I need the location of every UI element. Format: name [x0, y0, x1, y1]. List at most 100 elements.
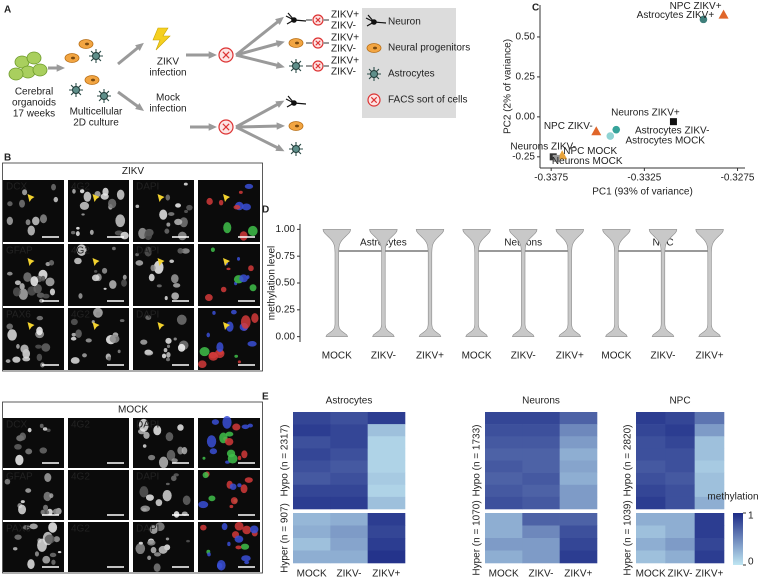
cell-blob — [207, 552, 211, 557]
stain-label: 4G2 — [71, 524, 90, 535]
stain-label: DAPI — [136, 182, 159, 193]
cell-blob — [6, 271, 13, 276]
progenitor-icon — [84, 75, 100, 85]
cell-blob — [165, 482, 170, 486]
cell-blob — [37, 538, 47, 552]
cell-blob — [109, 280, 117, 289]
panel-label: E — [262, 392, 269, 403]
y-tick-label: 0.50 — [516, 32, 536, 43]
cell-blob — [5, 359, 11, 363]
cell-blob — [148, 454, 156, 461]
arrow-head — [208, 123, 217, 131]
micrograph: DAPI — [133, 522, 194, 572]
cell-blob — [117, 349, 121, 354]
cell-blob — [198, 360, 207, 368]
x-tick-label: ZIKV- — [371, 351, 396, 362]
arrow-head — [275, 16, 284, 25]
cell-blob — [48, 522, 58, 533]
source-label: 17 weeks — [13, 109, 55, 120]
point — [606, 132, 615, 140]
cell-blob — [171, 458, 178, 463]
organoid — [8, 67, 24, 81]
cell-blob — [240, 315, 251, 329]
cell-blob — [179, 217, 188, 228]
progenitor-nucleus — [295, 124, 299, 128]
point-label: Neurons ZIKV+ — [611, 107, 680, 118]
heatmap-cell — [694, 436, 725, 449]
stain-label: DCX — [6, 420, 27, 431]
x-tick-label: ZIKV- — [650, 351, 675, 362]
heatmap-cell — [636, 472, 666, 486]
cell-blob — [135, 204, 140, 209]
heatmap-cell — [330, 412, 368, 425]
arrow-head — [275, 144, 285, 152]
cell-blob — [122, 274, 127, 280]
cell-blob — [19, 432, 27, 441]
heatmap-cell — [367, 424, 406, 437]
cell-blob — [34, 551, 39, 557]
cell-blob — [91, 274, 100, 282]
heatmap-cell — [694, 513, 725, 526]
cell-blob — [14, 443, 22, 450]
progenitor-icon — [288, 121, 304, 131]
cell-blob — [44, 473, 52, 482]
cell-blob — [43, 504, 49, 511]
organoid — [32, 63, 48, 77]
astrocyte-body — [292, 145, 300, 153]
point-label: Astrocytes ZIKV+ — [637, 10, 715, 21]
y-tick-label: 0.00 — [516, 112, 536, 123]
micrograph: DAPI — [133, 470, 194, 520]
cell-blob — [159, 209, 168, 220]
legend-label: Astrocytes — [388, 69, 435, 80]
legend-label: Neuron — [388, 17, 421, 28]
cell-blob — [239, 231, 248, 241]
violin — [369, 229, 398, 337]
column-label: MOCK — [297, 569, 327, 580]
heatmap-cell — [293, 496, 331, 510]
cell-blob — [162, 490, 172, 502]
point — [699, 15, 708, 24]
arrowhead-marker — [27, 322, 35, 330]
cell-blob — [174, 218, 183, 226]
cell-blob — [247, 341, 257, 347]
astrocyte-icon — [367, 67, 381, 81]
colorbar-tick-label: 1 — [748, 511, 754, 522]
cell-blob — [7, 329, 17, 341]
x-tick-label: MOCK — [462, 351, 492, 362]
cell-blob — [18, 504, 27, 515]
cell-blob — [19, 199, 26, 208]
micrograph-bg — [3, 244, 64, 306]
heatmap-cell — [293, 484, 331, 498]
cell-blob — [83, 191, 92, 202]
micrograph: DAPI — [133, 180, 194, 242]
stain-label: GFAP — [6, 246, 33, 257]
micrograph-bg — [68, 418, 129, 468]
cell-blob — [23, 272, 32, 282]
cell-blob — [234, 354, 239, 358]
cell-blob — [20, 344, 29, 354]
heatmap-cell — [367, 436, 406, 449]
heatmap-cell — [559, 460, 598, 473]
stain-label: DAPI — [136, 246, 159, 257]
cell-blob — [149, 524, 158, 534]
cell-blob — [22, 525, 30, 530]
cell-blob — [42, 555, 51, 564]
cell-blob — [153, 260, 164, 274]
row-group-label: Hypo (n = 1733) — [472, 425, 483, 497]
cell-blob — [241, 450, 248, 459]
cell-blob — [200, 524, 207, 531]
micrograph: 4G2 — [68, 470, 129, 520]
heatmap-cell — [522, 484, 560, 498]
heatmap-cell — [293, 424, 331, 437]
violin — [509, 229, 538, 337]
point-label: NPC ZIKV+ — [670, 1, 722, 12]
cell-blob — [247, 225, 258, 237]
cell-blob — [140, 505, 151, 512]
cell-blob — [109, 334, 120, 344]
cell-blob — [233, 205, 241, 210]
point-label: Astrocytes MOCK — [626, 136, 706, 147]
cell-blob — [89, 229, 94, 235]
cell-blob — [95, 311, 101, 317]
cell-blob — [140, 339, 148, 345]
heatmap-cell — [485, 496, 523, 510]
